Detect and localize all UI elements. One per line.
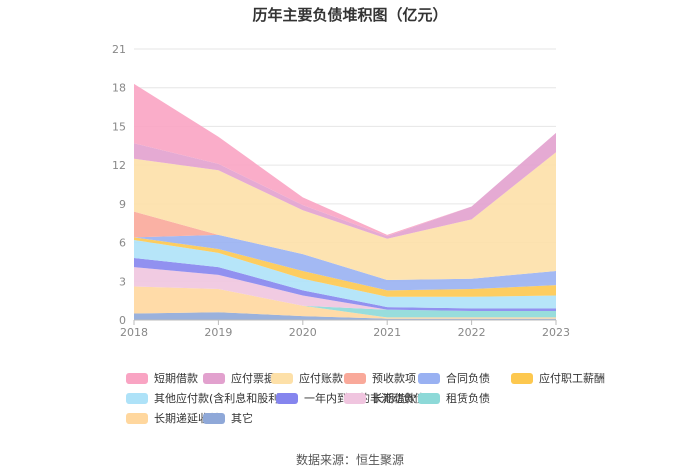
legend-label: 预收款项 (372, 372, 416, 385)
area-series (134, 258, 556, 311)
area-series (134, 286, 556, 319)
legend-swatch (126, 392, 148, 404)
legend-item[interactable]: 预收款项 (344, 370, 416, 386)
y-tick-label: 9 (119, 198, 126, 211)
legend-swatch (418, 372, 440, 384)
legend-swatch (276, 392, 298, 404)
x-tick-label: 2021 (373, 326, 401, 339)
area-series (134, 152, 556, 280)
legend-item[interactable]: 其它 (203, 410, 253, 426)
area-series (134, 83, 556, 237)
legend-label: 租赁负债 (446, 392, 490, 405)
legend-swatch (344, 372, 366, 384)
legend-swatch (203, 372, 225, 384)
x-tick-label: 2023 (542, 326, 570, 339)
y-tick-label: 0 (119, 314, 126, 327)
legend-item[interactable]: 其他应付款(含利息和股利) (126, 390, 284, 406)
area-series (134, 237, 556, 297)
y-tick-label: 6 (119, 237, 126, 250)
legend-item[interactable]: 合同负债 (418, 370, 490, 386)
y-tick-label: 18 (112, 82, 126, 95)
legend-label: 其它 (231, 412, 253, 425)
data-source-note: 数据来源：恒生聚源 (295, 453, 404, 467)
legend-swatch (203, 412, 225, 424)
x-tick-label: 2020 (289, 326, 317, 339)
legend-swatch (126, 412, 148, 424)
area-series (134, 286, 556, 318)
chart-title: 历年主要负债堆积图（亿元） (252, 6, 448, 24)
y-tick-label: 15 (112, 120, 126, 133)
legend-label: 合同负债 (446, 372, 490, 385)
area-series (134, 239, 556, 309)
legend-swatch (511, 372, 533, 384)
legend-label: 长期借款 (372, 392, 416, 405)
y-tick-label: 3 (119, 275, 126, 288)
legend-item[interactable]: 租赁负债 (418, 390, 490, 406)
y-tick-label: 12 (112, 159, 126, 172)
legend-swatch (126, 372, 148, 384)
legend-item[interactable]: 应付职工薪酬 (511, 370, 605, 386)
x-tick-label: 2022 (458, 326, 486, 339)
legend-label: 应付职工薪酬 (539, 372, 605, 385)
legend-label: 应付账款 (299, 372, 343, 385)
legend-swatch (344, 392, 366, 404)
legend-swatch (271, 372, 293, 384)
x-tick-label: 2018 (120, 326, 148, 339)
y-tick-label: 21 (112, 43, 126, 56)
x-tick-label: 2019 (204, 326, 232, 339)
legend-label: 短期借款 (154, 372, 198, 385)
area-series (134, 267, 556, 311)
legend-item[interactable]: 应付账款 (271, 370, 343, 386)
area-series (134, 234, 556, 291)
legend-label: 应付票据 (231, 372, 275, 385)
legend-item[interactable]: 长期借款 (344, 390, 416, 406)
legend-swatch (418, 392, 440, 404)
area-series (134, 312, 556, 320)
legend-item[interactable]: 短期借款 (126, 370, 198, 386)
legend-label: 其他应付款(含利息和股利) (154, 392, 284, 405)
legend-item[interactable]: 应付票据 (203, 370, 275, 386)
